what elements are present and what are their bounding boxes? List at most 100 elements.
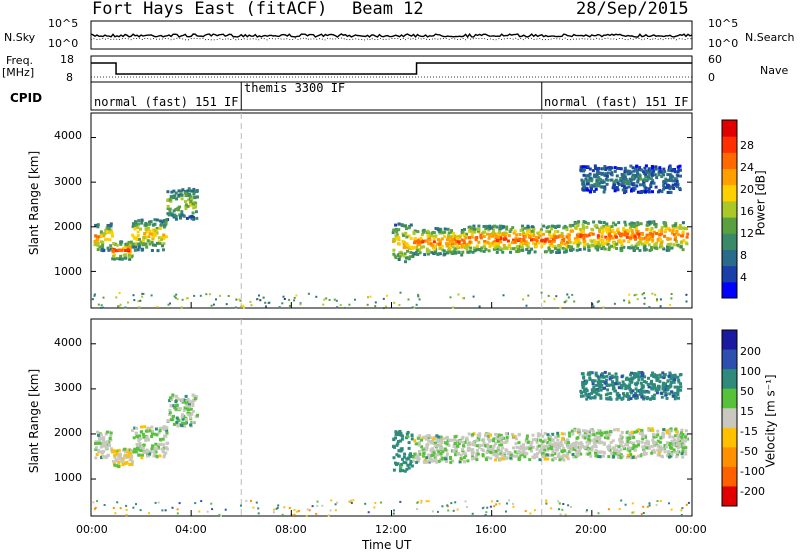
power-echo-cell [540, 245, 544, 249]
velocity-echo-cell [497, 445, 501, 449]
velocity-echo-cell [162, 446, 166, 450]
power-echo-cell [636, 246, 639, 250]
velocity-echo-cell [405, 467, 409, 471]
velocity-ground-scatter-cell [350, 501, 353, 504]
velocity-echo-cell [612, 455, 616, 459]
velocity-echo-cell [427, 460, 431, 464]
velocity-echo-cell [140, 430, 143, 434]
power-ground-scatter-cell [186, 297, 189, 300]
velocity-echo-cell [462, 444, 465, 448]
power-ground-scatter-cell [93, 294, 96, 297]
power-echo-cell [556, 248, 560, 252]
velocity-echo-cell [433, 441, 437, 445]
velocity-echo-cell [676, 393, 680, 396]
velocity-echo-cell [658, 373, 662, 377]
power-echo-cell [610, 166, 614, 170]
velocity-ground-scatter-cell [114, 512, 117, 515]
velocity-ground-scatter-cell [545, 499, 548, 502]
velocity-echo-cell [659, 375, 663, 379]
power-colorbar-segment [722, 152, 737, 170]
vel-cbar-tick-neg200: -200 [740, 485, 765, 498]
power-echo-cell [564, 247, 568, 251]
velocity-echo-cell [444, 448, 447, 452]
power-echo-cell [157, 236, 161, 240]
power-echo-cell [672, 233, 676, 237]
velocity-ground-scatter-cell [293, 513, 296, 516]
power-echo-cell [636, 222, 640, 226]
xtick-5: 20:00 [575, 523, 607, 536]
velocity-echo-cell [505, 436, 509, 439]
power-echo-cell [672, 168, 676, 172]
power-echo-cell [668, 166, 672, 170]
velocity-echo-cell [499, 449, 503, 453]
power-echo-cell [635, 164, 639, 168]
power-echo-cell [141, 243, 145, 247]
velocity-echo-cell [447, 444, 451, 447]
power-ground-scatter-cell [328, 299, 331, 301]
power-echo-cell [96, 241, 100, 245]
power-echo-cell [98, 245, 102, 249]
power-echo-cell [679, 240, 683, 244]
power-echo-cell [473, 249, 477, 252]
power-echo-cell [477, 240, 481, 244]
velocity-echo-cell [171, 404, 175, 408]
velocity-echo-cell [440, 441, 444, 445]
velocity-echo-cell [445, 460, 448, 463]
velocity-ground-scatter-cell [103, 504, 106, 506]
power-echo-cell [548, 233, 551, 237]
power-echo-cell [118, 257, 122, 261]
velocity-echo-cell [582, 390, 586, 394]
power-echo-cell [636, 190, 640, 194]
velocity-echo-cell [163, 427, 167, 431]
velocity-echo-cell [582, 382, 586, 386]
power-echo-cell [446, 234, 450, 238]
velocity-echo-cell [494, 442, 498, 446]
power-echo-cell [587, 248, 591, 252]
power-echo-cell [175, 197, 179, 201]
power-echo-cell [681, 221, 685, 225]
power-echo-cell [538, 230, 542, 234]
velocity-echo-cell [584, 392, 588, 396]
velocity-echo-cell [645, 439, 649, 443]
power-echo-cell [604, 172, 608, 176]
velocity-echo-cell [541, 454, 545, 458]
velocity-echo-cell [456, 444, 460, 448]
velocity-echo-cell [591, 445, 595, 449]
velocity-echo-cell [635, 444, 639, 448]
velocity-echo-cell [96, 430, 100, 434]
power-echo-cell [582, 220, 586, 224]
velocity-echo-cell [525, 446, 529, 450]
velocity-ground-scatter-cell [240, 504, 242, 507]
velocity-ground-scatter-cell [380, 501, 382, 504]
power-echo-cell [520, 239, 524, 242]
velocity-ground-scatter-cell [496, 500, 499, 503]
velocity-echo-cell [628, 441, 632, 445]
velocity-echo-cell [675, 455, 679, 459]
power-echo-cell [658, 233, 662, 237]
power-echo-cell [575, 248, 579, 252]
power-echo-cell [574, 226, 578, 230]
power-echo-cell [159, 223, 163, 227]
velocity-ground-scatter-cell [670, 508, 673, 511]
power-echo-cell [585, 234, 589, 238]
power-ground-scatter-cell [648, 306, 651, 309]
power-echo-cell [547, 225, 551, 229]
power-echo-cell [452, 231, 456, 235]
power-echo-cell [119, 254, 123, 258]
power-colorbar-segment [722, 184, 737, 202]
velocity-echo-cell [480, 448, 484, 451]
power-colorbar-segment [722, 136, 737, 153]
power-echo-cell [653, 173, 657, 177]
power-echo-cell [469, 226, 473, 230]
velocity-echo-cell [530, 440, 534, 444]
velocity-echo-cell [466, 449, 470, 452]
velocity-echo-cell [601, 380, 605, 383]
power-echo-cell [511, 226, 515, 230]
power-echo-cell [501, 250, 505, 254]
power-echo-cell [550, 242, 554, 245]
velocity-echo-cell [433, 435, 437, 439]
power-echo-cell [665, 248, 669, 252]
power-echo-cell [595, 181, 599, 185]
power-echo-cell [679, 245, 683, 249]
velocity-echo-cell [146, 452, 149, 456]
